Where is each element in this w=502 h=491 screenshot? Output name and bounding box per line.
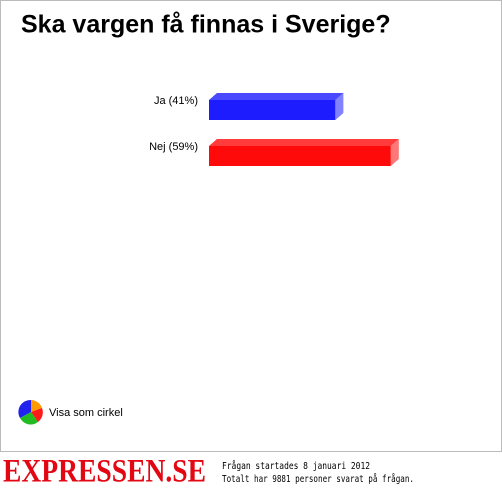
bar-side-shade	[390, 139, 399, 166]
pie-slice	[18, 399, 31, 418]
bar-top-shade	[209, 139, 399, 146]
pie-slice	[31, 408, 43, 422]
bar-front	[209, 146, 391, 166]
pie-slice	[20, 412, 38, 425]
bar-side-shade	[335, 93, 344, 120]
bar-label: Nej (59%)	[149, 141, 198, 153]
bar-side	[390, 139, 399, 166]
frame	[0, 0, 502, 452]
bar-label: Ja (41%)	[154, 95, 198, 107]
bar	[209, 93, 344, 120]
footer-total: Totalt har 9881 personer svarat på fråga…	[222, 472, 414, 485]
pie-icon[interactable]	[18, 399, 43, 425]
bar-top-shade	[209, 93, 344, 100]
bar	[209, 139, 399, 166]
bar-front	[209, 100, 336, 120]
chart-title: Ska vargen få finnas i Sverige?	[21, 11, 391, 39]
logo[interactable]: EXPRESSEN.SE	[3, 454, 206, 490]
footer-started: Frågan startades 8 januari 2012	[222, 459, 370, 472]
toggle-link[interactable]: Visa som cirkel	[49, 407, 123, 419]
bar-side	[335, 93, 344, 120]
bar-top	[209, 139, 399, 146]
bar-top	[209, 93, 344, 100]
